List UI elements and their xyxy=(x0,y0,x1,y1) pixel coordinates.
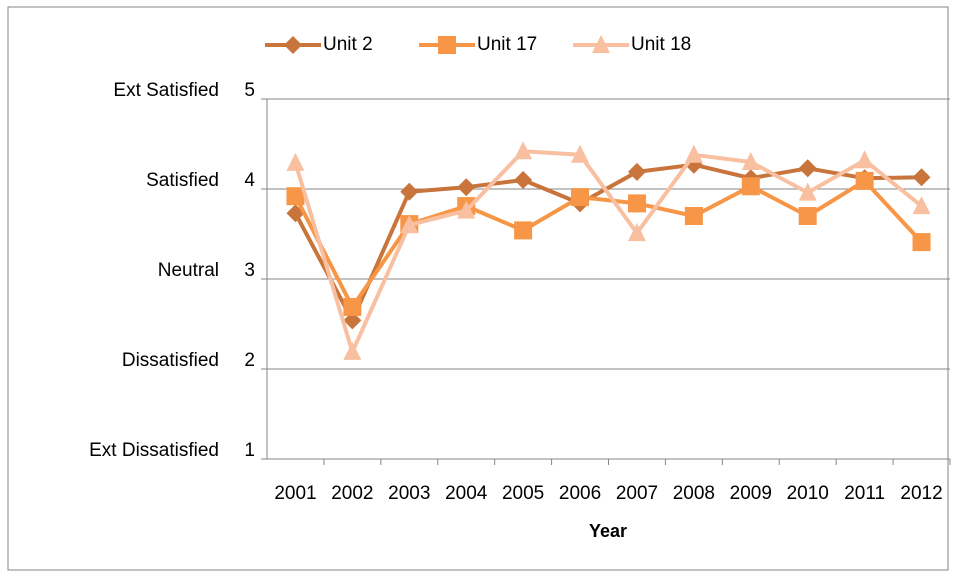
marker xyxy=(514,141,533,160)
x-tick-label: 2012 xyxy=(900,483,942,504)
marker xyxy=(592,35,610,53)
marker xyxy=(741,177,760,196)
chart-border xyxy=(7,6,949,571)
marker xyxy=(627,223,646,242)
legend-label: Unit 17 xyxy=(477,34,537,55)
series-line xyxy=(293,149,923,354)
marker xyxy=(514,221,533,240)
x-tick-label: 2005 xyxy=(502,483,544,504)
marker xyxy=(684,207,703,225)
marker xyxy=(343,341,362,360)
y-tick-label: 5 xyxy=(244,80,255,101)
x-tick-label: 2011 xyxy=(844,483,885,504)
marker xyxy=(684,144,703,163)
series-line xyxy=(293,162,922,323)
marker xyxy=(798,159,817,178)
marker xyxy=(571,144,590,163)
marker xyxy=(627,162,646,181)
x-axis-label: Year xyxy=(589,521,627,541)
y-tick-name: Neutral xyxy=(158,260,219,281)
marker xyxy=(855,171,874,190)
y-tick-name: Ext Dissatisfied xyxy=(89,440,219,461)
y-tick-label: 3 xyxy=(244,260,255,281)
marker xyxy=(912,233,931,252)
marker xyxy=(912,168,931,187)
x-tick-label: 2009 xyxy=(730,483,772,504)
y-tick-label: 2 xyxy=(244,350,255,371)
x-tick-label: 2006 xyxy=(559,483,601,504)
marker xyxy=(855,150,874,169)
x-tick-label: 2002 xyxy=(331,483,373,504)
marker xyxy=(400,182,419,201)
marker xyxy=(343,297,362,316)
marker xyxy=(400,215,419,233)
marker xyxy=(571,188,590,207)
marker xyxy=(912,196,931,215)
x-tick-label: 2010 xyxy=(787,483,829,504)
y-tick-label: 1 xyxy=(244,440,255,461)
marker xyxy=(284,36,302,54)
marker xyxy=(798,207,817,225)
x-tick-label: 2003 xyxy=(388,483,430,504)
marker xyxy=(798,182,817,201)
x-tick-label: 2008 xyxy=(673,483,715,504)
y-tick-name: Ext Satisfied xyxy=(113,80,219,101)
y-tick-name: Dissatisfied xyxy=(122,350,219,371)
marker xyxy=(286,187,305,206)
marker xyxy=(286,152,305,171)
x-tick-label: 2007 xyxy=(616,483,658,504)
marker xyxy=(627,194,646,213)
x-tick-label: 2004 xyxy=(445,483,488,504)
y-tick-label: 4 xyxy=(244,170,255,191)
marker xyxy=(438,36,456,54)
marker xyxy=(741,152,760,170)
marker xyxy=(457,178,476,197)
marker xyxy=(514,171,533,189)
x-tick-label: 2001 xyxy=(274,483,316,504)
series-line xyxy=(293,178,924,309)
legend-label: Unit 18 xyxy=(631,34,691,55)
legend-label: Unit 2 xyxy=(323,34,373,55)
y-tick-name: Satisfied xyxy=(146,170,219,191)
marker xyxy=(457,200,476,219)
